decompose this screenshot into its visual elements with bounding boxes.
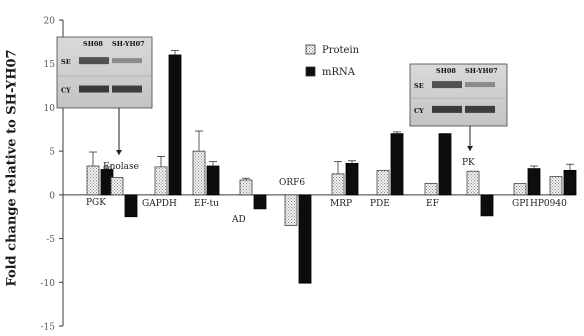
blot-band	[112, 58, 142, 64]
category-label-pk: PK	[462, 158, 475, 168]
bar-mrna-pk	[480, 194, 494, 217]
y-tick-label: 0	[49, 191, 55, 201]
bar-mrna-ef	[438, 133, 452, 196]
bar-mrna-gpi	[527, 168, 541, 196]
bar-mrna-ef-tu	[206, 165, 220, 196]
blot-band	[465, 82, 495, 88]
blot-row-label: CY	[61, 87, 71, 95]
blot-band	[79, 57, 109, 65]
bar-protein-pde	[376, 169, 390, 196]
blot-band	[79, 85, 109, 93]
bar-protein-enolase	[110, 176, 124, 196]
bar-protein-gapdh	[154, 166, 168, 196]
bar-mrna-mrp	[345, 162, 359, 196]
category-label-ef-tu: EF-tu	[194, 199, 219, 209]
bar-protein-ef	[424, 183, 438, 196]
category-label-pde: PDE	[370, 199, 390, 209]
bar-mrna-pde	[390, 133, 404, 196]
blot-band	[432, 81, 462, 89]
category-label-ad: AD	[231, 215, 246, 225]
blot-frame	[56, 36, 153, 109]
category-label-enolase: Enolase	[103, 162, 139, 172]
blot-band	[112, 85, 142, 93]
blot-frame	[409, 63, 508, 127]
blot-row-label: CY	[414, 107, 424, 115]
legend-label-protein: Protein	[322, 45, 360, 56]
blot-lane-label: SH-YH07	[465, 67, 498, 75]
blot-band	[432, 105, 462, 113]
y-tick-label: 20	[44, 17, 56, 27]
y-axis-label: Fold change relative to SH-YH07	[4, 49, 20, 287]
y-tick-label: -15	[41, 323, 56, 333]
blot-row-label: SE	[414, 82, 424, 90]
bar-protein-hp0940	[549, 176, 563, 196]
category-label-pgk: PGK	[86, 198, 106, 208]
bar-mrna-orf6	[298, 194, 312, 284]
y-tick-label: -10	[41, 279, 56, 289]
category-label-gpi: GPI	[512, 199, 529, 209]
blot-lane-label: SH08	[436, 67, 456, 75]
bar-protein-pk	[466, 170, 480, 196]
blot-arrow-head	[467, 146, 473, 151]
category-label-mrp: MRP	[330, 199, 352, 209]
blot-band	[465, 105, 495, 113]
bar-protein-ad	[239, 179, 253, 196]
y-tick-label: 5	[49, 148, 55, 158]
inset-blot-enolase: SH08 SH-YH07 SE CY	[56, 36, 153, 155]
blot-row-label: SE	[61, 58, 71, 66]
bar-mrna-enolase	[124, 194, 138, 218]
bar-mrna-ad	[253, 194, 267, 210]
category-label-hp0940: HP0940	[530, 199, 567, 209]
bar-protein-gpi	[513, 183, 527, 196]
category-label-ef: EF	[426, 199, 439, 209]
y-tick-label: -5	[46, 235, 55, 245]
y-tick-label: 10	[44, 104, 56, 114]
inset-blot-pk: SH08 SH-YH07 SE CY	[409, 63, 508, 151]
legend-swatch-mrna	[305, 66, 316, 77]
legend-label-mrna: mRNA	[322, 67, 356, 78]
bar-mrna-hp0940	[563, 169, 577, 196]
blot-lane-label: SH08	[83, 40, 103, 48]
category-label-gapdh: GAPDH	[142, 199, 177, 209]
blot-arrow-head	[116, 150, 122, 155]
bar-mrna-gapdh	[168, 54, 182, 196]
blot-lane-label: SH-YH07	[112, 40, 145, 48]
bar-protein-ef-tu	[192, 150, 206, 196]
bar-protein-orf6	[284, 194, 298, 226]
bar-protein-mrp	[331, 173, 345, 196]
legend-swatch-protein	[305, 44, 316, 55]
bar-protein-pgk	[86, 165, 100, 196]
y-tick-label: 15	[44, 60, 56, 70]
category-label-orf6: ORF6	[279, 178, 305, 188]
